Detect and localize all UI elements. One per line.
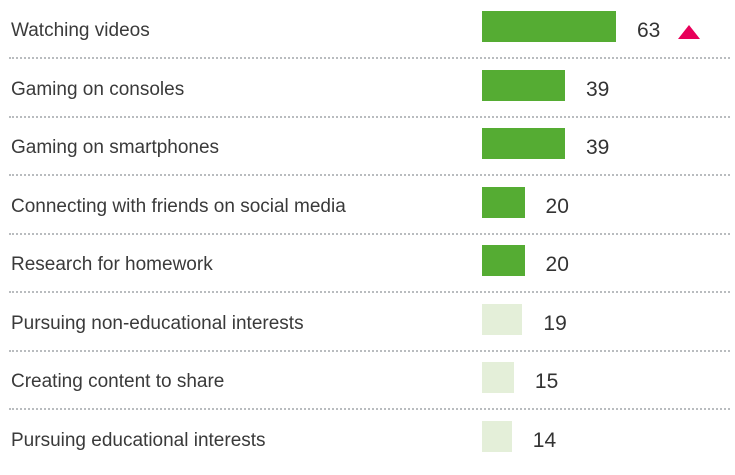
- row-divider: [9, 115, 730, 118]
- value-label: 15: [534, 370, 559, 393]
- category-label: Connecting with friends on social media: [11, 195, 346, 217]
- value-label: 39: [585, 77, 610, 101]
- value-label: 20: [545, 253, 569, 276]
- chart-row: Pursuing educational interests 14: [0, 410, 735, 468]
- bar: [482, 303, 523, 335]
- triangle-up-icon: [678, 25, 700, 39]
- category-label: Watching videos: [11, 20, 150, 41]
- value-label: 14: [532, 428, 557, 452]
- category-label: Gaming on smartphones: [11, 137, 220, 158]
- chart-row: Creating content to share 15: [0, 351, 735, 410]
- category-label: Research for homework: [11, 254, 213, 275]
- category-label: Creating content to share: [11, 371, 225, 392]
- value-label: 63: [637, 19, 661, 42]
- row-divider: [9, 174, 730, 176]
- row-divider: [9, 232, 730, 235]
- row-divider: [9, 57, 730, 59]
- bar: [482, 128, 565, 159]
- bar: [482, 420, 512, 452]
- row-divider: [9, 291, 730, 293]
- value-label: 19: [543, 311, 567, 335]
- chart-row: Research for homework 20: [0, 234, 735, 293]
- bar: [482, 362, 514, 393]
- value-label: 39: [585, 136, 610, 159]
- category-label: Pursuing educational interests: [11, 429, 266, 451]
- bar: [482, 69, 565, 101]
- bar: [482, 186, 525, 218]
- chart-row: Connecting with friends on social media 2…: [0, 176, 735, 235]
- chart-row: Gaming on smartphones 39: [0, 117, 735, 176]
- chart-row: Gaming on consoles 39: [0, 59, 735, 118]
- category-label: Gaming on consoles: [11, 78, 185, 100]
- category-label: Pursuing non-educational interests: [11, 312, 304, 334]
- chart-row: Pursuing non-educational interests 19: [0, 293, 735, 352]
- bar: [482, 11, 616, 42]
- row-divider: [9, 408, 730, 410]
- bar: [482, 245, 525, 276]
- value-label: 20: [545, 194, 569, 218]
- chart-row: Watching videos 63: [0, 0, 735, 59]
- row-divider: [9, 349, 730, 352]
